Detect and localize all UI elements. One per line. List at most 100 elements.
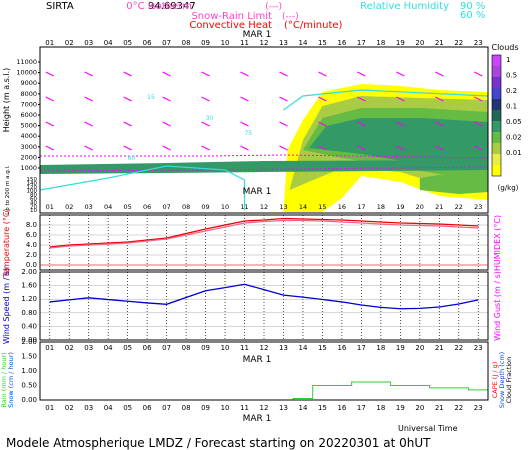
bottom-hour-tick-14: 14 bbox=[298, 404, 307, 412]
snow-depth-axis-label: Snow Depth (cm) bbox=[498, 352, 506, 408]
wind-arrow bbox=[201, 121, 210, 127]
low-hour-03: 03 bbox=[85, 203, 93, 211]
top-hour-tick-14: 14 bbox=[298, 39, 307, 47]
low-tick-10: 10 bbox=[30, 208, 37, 214]
wind-arrow bbox=[201, 71, 210, 77]
mid-hour-tick-12: 12 bbox=[260, 344, 269, 352]
low-tick-140: 140 bbox=[27, 181, 38, 187]
colorbar-swatch bbox=[492, 66, 501, 77]
bottom-hour-tick-11: 11 bbox=[240, 404, 249, 412]
legend-right: Relative Humidity 90 % 60 % bbox=[360, 1, 485, 21]
snow-axis-label: Snow (cm / hour) bbox=[7, 352, 15, 408]
colorbar-label-0.2: 0.2 bbox=[506, 87, 517, 95]
mid-hour-tick-05: 05 bbox=[123, 344, 132, 352]
wind-arrow bbox=[123, 121, 132, 127]
colorbar-label-0.01: 0.01 bbox=[506, 149, 522, 157]
low-hour-01: 01 bbox=[46, 203, 54, 211]
temperature-series-0 bbox=[49, 217, 479, 248]
height-tick-6000: 6000 bbox=[20, 111, 37, 119]
bottom-hour-tick-12: 12 bbox=[260, 404, 269, 412]
mid-hour-tick-21: 21 bbox=[435, 344, 444, 352]
bottom-hour-tick-05: 05 bbox=[123, 404, 132, 412]
wind-arrow bbox=[357, 145, 366, 151]
wind-arrow bbox=[201, 145, 210, 151]
mid-hour-tick-10: 10 bbox=[221, 344, 230, 352]
mid-hour-tick-17: 17 bbox=[357, 344, 366, 352]
mid-hour-tick-09: 09 bbox=[201, 344, 210, 352]
mid-hour-tick-01: 01 bbox=[45, 344, 54, 352]
isoline-label-75: 75 bbox=[245, 130, 253, 137]
wind-arrow bbox=[84, 71, 93, 77]
top-hour-tick-13: 13 bbox=[279, 39, 288, 47]
low-hour-10: 10 bbox=[221, 203, 229, 211]
legend-convective-label: Convective Heat bbox=[189, 20, 272, 31]
low-hour-18: 18 bbox=[377, 203, 385, 211]
rain-ticks: 2.00 1.50 1.00 0.50 0.00 bbox=[21, 338, 37, 404]
legend-humidity-label: Relative Humidity bbox=[360, 1, 449, 12]
wind-arrow bbox=[162, 71, 171, 77]
top-hour-tick-16: 16 bbox=[337, 39, 346, 47]
mid-hour-tick-07: 07 bbox=[162, 344, 171, 352]
low-hour-22: 22 bbox=[455, 203, 463, 211]
low-tick-20: 20 bbox=[30, 204, 37, 210]
wind-arrow bbox=[318, 96, 327, 102]
wind-arrow bbox=[318, 145, 327, 151]
temperature-ytick-0.0: 0.0 bbox=[26, 261, 37, 269]
top-hour-tick-17: 17 bbox=[357, 39, 366, 47]
top-hour-tick-10: 10 bbox=[221, 39, 230, 47]
legend-isotherm-sample: (---) bbox=[265, 2, 282, 12]
low-hour-14: 14 bbox=[299, 203, 307, 211]
wind-ytick-0.00: 0.00 bbox=[21, 336, 37, 344]
wind-arrow bbox=[45, 145, 55, 151]
mid-hour-tick-18: 18 bbox=[376, 344, 385, 352]
height-tick-11000: 11000 bbox=[16, 58, 37, 66]
clouds-panel-frame bbox=[39, 46, 489, 214]
mid-hour-tick-08: 08 bbox=[182, 344, 191, 352]
wind-arrow bbox=[435, 145, 444, 151]
top-hour-tick-06: 06 bbox=[143, 39, 152, 47]
rain-ytick-1.50: 1.50 bbox=[21, 353, 37, 361]
height-ticks: 11000 10000 9000 8000 7000 6000 5000 4000 3000 20… bbox=[16, 58, 40, 214]
rain-step-line bbox=[40, 381, 488, 401]
legend-snowrain-sample: (---) bbox=[282, 12, 299, 22]
bottom-hour-tick-08: 08 bbox=[182, 404, 191, 412]
cloud-band-0.1 bbox=[308, 118, 488, 166]
top-hour-tick-09: 09 bbox=[201, 39, 210, 47]
colorbar-swatch bbox=[492, 88, 501, 99]
top-hour-tick-18: 18 bbox=[376, 39, 385, 47]
colorbar-swatch bbox=[492, 99, 501, 110]
time-axis-label: Universal Time bbox=[398, 424, 458, 433]
wind-arrow bbox=[240, 145, 249, 151]
colorbar-swatch bbox=[492, 121, 501, 132]
wind-arrow bbox=[279, 121, 288, 127]
bottom-hour-tick-20: 20 bbox=[415, 404, 424, 412]
wind-ytick-1.20: 1.20 bbox=[21, 295, 37, 303]
bottom-hour-tick-10: 10 bbox=[221, 404, 230, 412]
wind-ytick-0.40: 0.40 bbox=[21, 322, 37, 330]
wind-arrow bbox=[45, 71, 55, 77]
low-hour-20: 20 bbox=[416, 203, 424, 211]
isoline-label-60: 60 bbox=[128, 155, 136, 162]
low-hour-05: 05 bbox=[124, 203, 132, 211]
location-code: 94.69347 bbox=[148, 1, 196, 12]
mid-hour-tick-11: 11 bbox=[240, 344, 249, 352]
top-hour-tick-03: 03 bbox=[84, 39, 93, 47]
height-tick-10000: 10000 bbox=[16, 69, 37, 77]
colorbar-label-0.1: 0.1 bbox=[506, 103, 517, 111]
colorbar-label-1: 1 bbox=[506, 56, 510, 64]
wind-arrow bbox=[45, 96, 55, 102]
colorbar-label-0.02: 0.02 bbox=[506, 134, 522, 142]
legend-humidity-90: 90 % bbox=[460, 1, 485, 12]
top-hour-tick-07: 07 bbox=[162, 39, 171, 47]
mid-hour-tick-19: 19 bbox=[396, 344, 405, 352]
low-hour-15: 15 bbox=[318, 203, 326, 211]
cape-axis-label: CAPE (J / g) bbox=[491, 362, 499, 399]
colorbar-unit: (g/kg) bbox=[498, 184, 519, 192]
wind-arrow bbox=[162, 145, 171, 151]
cloud-fraction-axis-label: Cloud Fraction bbox=[505, 357, 513, 404]
mid-hour-tick-02: 02 bbox=[65, 344, 74, 352]
site-name: SIRTA bbox=[46, 1, 74, 12]
mid-hour-tick-16: 16 bbox=[337, 344, 346, 352]
wind-arrow bbox=[396, 145, 405, 151]
temperature-ytick-2.0: 2.0 bbox=[26, 251, 37, 259]
